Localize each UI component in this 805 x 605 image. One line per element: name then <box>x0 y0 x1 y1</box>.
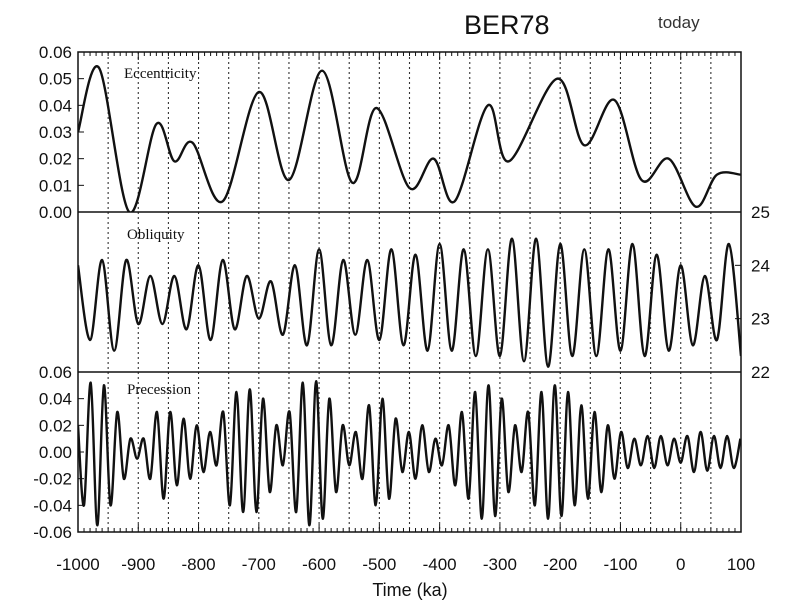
tick-labels: -1000 -900 -800 -700 -600 -500 -400 -300 -200 -10… <box>33 43 770 574</box>
series-line-eccentricity <box>78 65 741 212</box>
y-tick-label: 0.06 <box>39 363 72 382</box>
y-tick-label: 24 <box>751 256 770 275</box>
y-tick-label: 25 <box>751 203 770 222</box>
y-tick-label: -0.04 <box>33 496 72 515</box>
x-axis-label: Time (ka) <box>372 580 447 600</box>
chart-title: BER78 <box>464 10 550 40</box>
x-tick-label: -300 <box>483 555 517 574</box>
y-tick-label: -0.06 <box>33 523 72 542</box>
x-tick-label: -600 <box>302 555 336 574</box>
y-tick-label: 0.06 <box>39 43 72 62</box>
y-tick-label: 0.04 <box>39 96 72 115</box>
panel-label-obliquity: Obliquity <box>127 227 185 243</box>
today-annotation: today <box>658 13 700 32</box>
y-tick-label: 0.02 <box>39 150 72 169</box>
y-tick-label: 0.02 <box>39 416 72 435</box>
x-tick-label: -1000 <box>56 555 99 574</box>
series-line-precession <box>78 380 741 527</box>
y-tick-label: -0.02 <box>33 470 72 489</box>
y-tick-label: 0.04 <box>39 390 72 409</box>
y-tick-label: 22 <box>751 363 770 382</box>
x-tick-label: -900 <box>121 555 155 574</box>
series-line-obliquity <box>78 237 741 368</box>
panel-label-eccentricity: Eccentricity <box>124 66 197 82</box>
y-tick-label: 0.00 <box>39 443 72 462</box>
x-tick-label: -100 <box>603 555 637 574</box>
x-tick-label: -800 <box>182 555 216 574</box>
y-tick-label: 0.01 <box>39 176 72 195</box>
y-tick-label: 0.03 <box>39 123 72 142</box>
x-tick-label: -200 <box>543 555 577 574</box>
y-tick-label: 0.05 <box>39 70 72 89</box>
x-tick-label: -400 <box>423 555 457 574</box>
x-tick-label: -500 <box>362 555 396 574</box>
series-group <box>78 65 741 527</box>
y-tick-label: 0.00 <box>39 203 72 222</box>
tick-marks <box>77 51 742 533</box>
y-tick-label: 23 <box>751 310 770 329</box>
x-tick-label: -700 <box>242 555 276 574</box>
panel-label-precession: Precession <box>127 382 192 398</box>
x-tick-label: 0 <box>676 555 685 574</box>
x-tick-label: 100 <box>727 555 755 574</box>
